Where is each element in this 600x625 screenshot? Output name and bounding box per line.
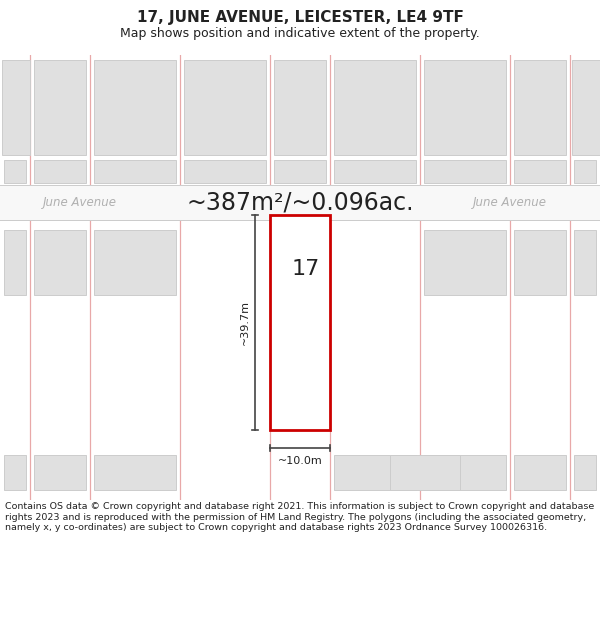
Text: ~39.7m: ~39.7m	[240, 300, 250, 345]
Bar	[4, 160, 26, 183]
Bar	[334, 160, 416, 183]
Bar	[574, 160, 596, 183]
Bar	[94, 230, 176, 295]
Bar	[572, 60, 600, 155]
Bar	[34, 455, 86, 490]
Text: ~10.0m: ~10.0m	[278, 456, 322, 466]
Bar	[424, 230, 506, 295]
Text: Map shows position and indicative extent of the property.: Map shows position and indicative extent…	[120, 27, 480, 40]
Bar	[334, 455, 416, 490]
Bar	[274, 60, 326, 155]
Bar	[514, 230, 566, 295]
Bar	[274, 160, 326, 183]
Bar	[94, 60, 176, 155]
Bar	[574, 455, 596, 490]
Bar	[574, 230, 596, 295]
Bar	[390, 455, 460, 490]
Bar	[270, 215, 330, 430]
Bar	[34, 60, 86, 155]
Text: 17, JUNE AVENUE, LEICESTER, LE4 9TF: 17, JUNE AVENUE, LEICESTER, LE4 9TF	[137, 10, 463, 25]
Bar	[34, 230, 86, 295]
Bar	[424, 160, 506, 183]
Bar	[94, 455, 176, 490]
Text: June Avenue: June Avenue	[473, 196, 547, 209]
Text: 17: 17	[292, 259, 320, 279]
Bar	[34, 160, 86, 183]
Bar	[0, 185, 600, 220]
Bar	[184, 160, 266, 183]
Bar	[514, 160, 566, 183]
Bar	[94, 160, 176, 183]
Bar	[4, 230, 26, 295]
Text: Contains OS data © Crown copyright and database right 2021. This information is : Contains OS data © Crown copyright and d…	[5, 503, 594, 532]
Bar	[514, 455, 566, 490]
Bar	[424, 60, 506, 155]
Bar	[4, 455, 26, 490]
Bar	[514, 60, 566, 155]
Bar	[2, 60, 30, 155]
Bar	[424, 455, 506, 490]
Text: ~387m²/~0.096ac.: ~387m²/~0.096ac.	[186, 191, 414, 214]
Text: June Avenue: June Avenue	[43, 196, 117, 209]
Bar	[334, 60, 416, 155]
Bar	[184, 60, 266, 155]
